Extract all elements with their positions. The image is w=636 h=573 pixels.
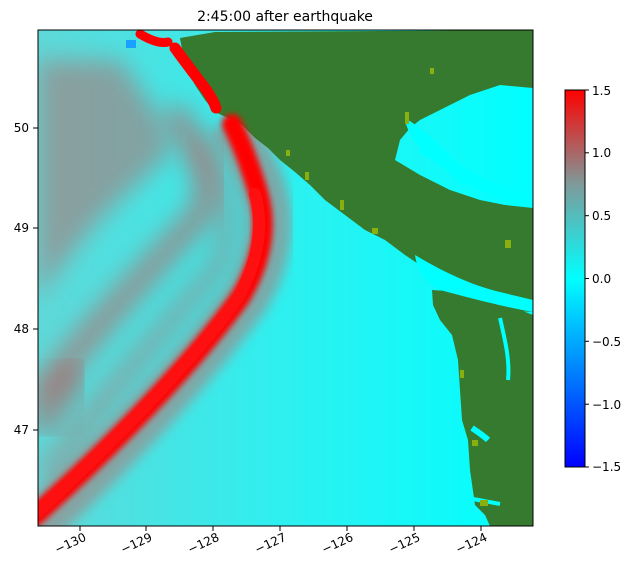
colorbar-tick-label: 1.5 [592, 84, 611, 98]
x-tick-label: −125 [386, 530, 422, 557]
y-tick-label: 47 [14, 423, 29, 437]
colorbar-tick-label: 1.0 [592, 146, 611, 160]
colorbar-tick-label: 0.5 [592, 209, 611, 223]
y-tick-label: 48 [14, 322, 29, 336]
inlet-south [470, 425, 491, 443]
trailing-wave-band-inner [38, 133, 239, 487]
colorbar: 1.5 1.0 0.5 0.0 −0.5 −1.0 −1.5 [564, 84, 621, 474]
x-tick-label: −126 [319, 530, 355, 557]
plot-frame [37, 29, 534, 527]
x-tick-label: −128 [185, 530, 221, 557]
leading-wave-front-core [38, 188, 266, 518]
colorbar-tick-label: 0.0 [592, 272, 611, 286]
colorbar-gradient [564, 89, 586, 468]
juan-de-fuca-strait [415, 255, 533, 312]
coastal-shoals [286, 68, 511, 506]
north-blue-speck [126, 40, 136, 48]
strait-of-georgia [405, 118, 533, 205]
y-tick-label: 49 [14, 221, 29, 235]
map-title: 2:45:00 after earthquake [197, 9, 373, 25]
trailing-wave-band-south [38, 356, 93, 438]
puget-sound [498, 317, 511, 381]
x-tick-label: −124 [453, 530, 489, 557]
trailing-wave-band-outer [38, 60, 169, 300]
x-tick-label: −130 [52, 530, 88, 557]
colorbar-tick-label: −1.0 [592, 398, 621, 412]
land-vancouver-island [180, 30, 533, 312]
y-axis: 50 49 48 47 [14, 121, 38, 437]
north-coast-wave [169, 42, 222, 114]
northwest-wave-cap [135, 30, 173, 47]
map-plot-area [38, 30, 533, 526]
colorbar-tick-label: −0.5 [592, 335, 621, 349]
inlet-north [418, 147, 468, 187]
colorbar-tick-label: −1.5 [592, 460, 621, 474]
y-tick-label: 50 [14, 121, 29, 135]
x-axis: −130 −129 −128 −127 −126 −125 −124 [52, 526, 489, 557]
x-tick-label: −129 [118, 530, 154, 557]
x-tick-label: −127 [252, 530, 288, 557]
